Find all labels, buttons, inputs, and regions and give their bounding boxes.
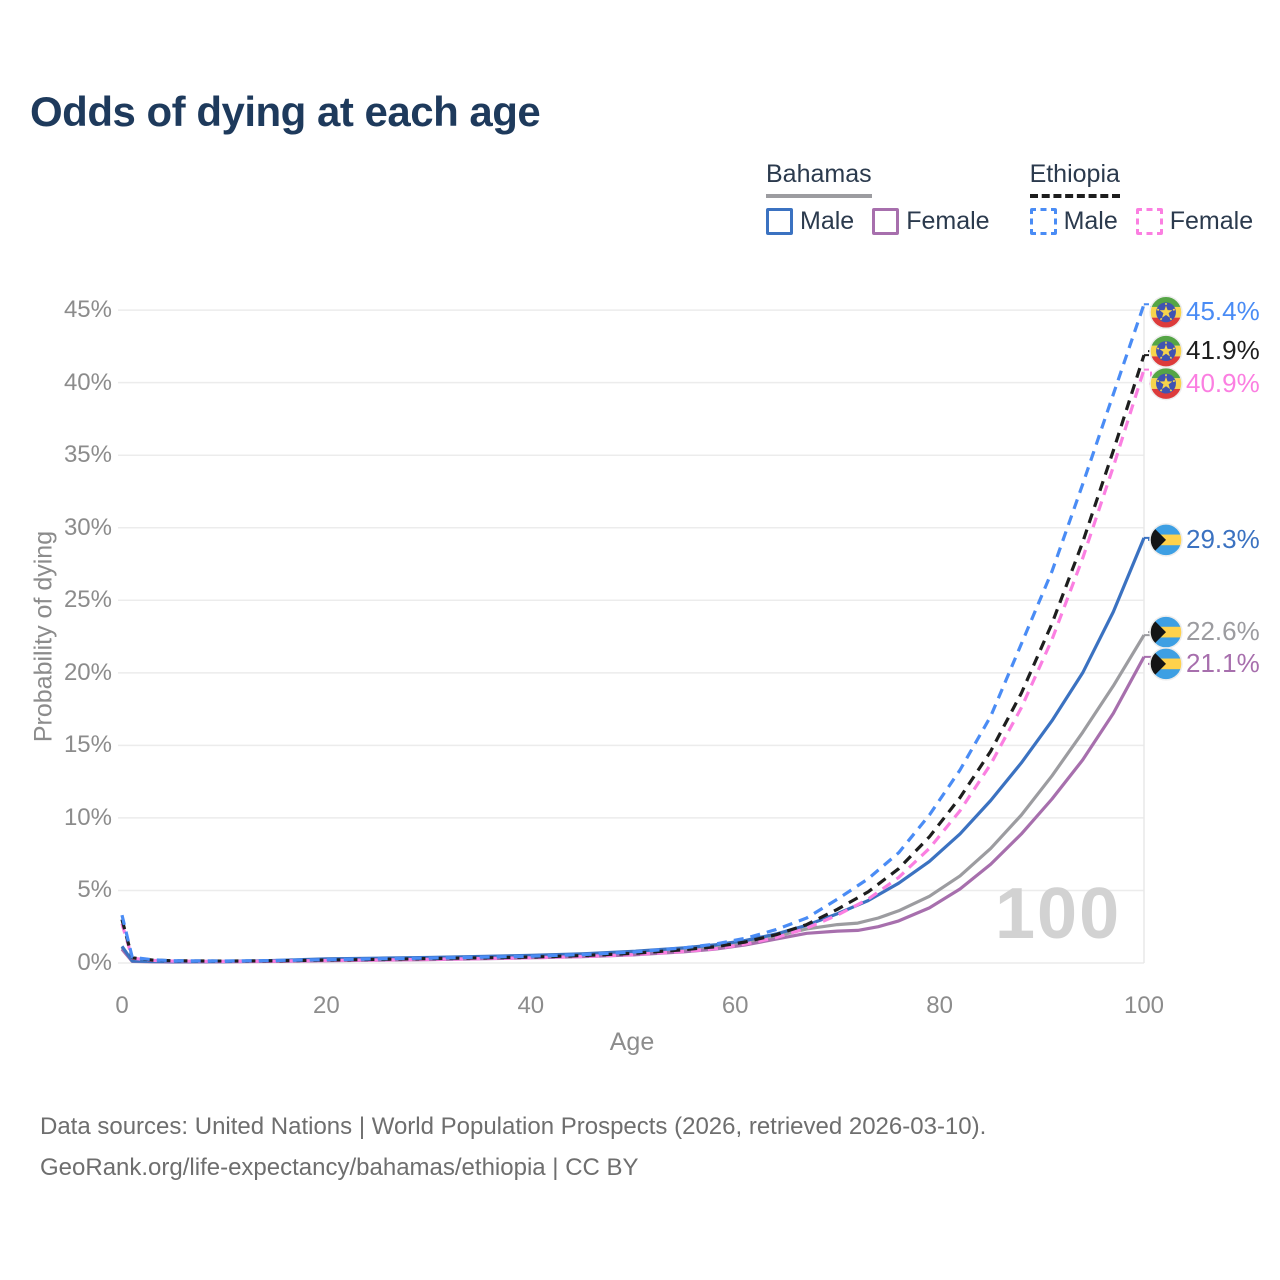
legend-item-label: Male [1063, 207, 1118, 235]
end-value-label-ethiopia-total: 41.9% [1186, 335, 1260, 366]
legend-swatch-female-icon [872, 208, 900, 235]
leader-lines [1144, 303, 1152, 665]
x-tick-label: 100 [1123, 992, 1165, 1019]
y-tick-label: 45% [63, 296, 112, 324]
y-tick-label: 40% [63, 368, 112, 396]
series-line-ethiopia-female[interactable] [120, 369, 1146, 963]
x-tick-label: 80 [926, 992, 953, 1019]
legend-item-ethiopia-female[interactable]: Female [1135, 207, 1254, 236]
bahamas-flag-icon [1149, 523, 1183, 557]
end-value-label-ethiopia-male: 45.4% [1186, 296, 1260, 327]
y-tick-label: 25% [63, 586, 112, 614]
bahamas-flag-icon [1149, 615, 1183, 649]
x-tick-label: 60 [721, 992, 749, 1019]
series-lines [120, 303, 1146, 964]
legend-swatch-female-icon [1135, 208, 1163, 235]
legend-swatch-male-icon [766, 208, 793, 235]
legend-item-ethiopia-male[interactable]: Male [1029, 207, 1118, 236]
legend-item-bahamas-male[interactable]: Male [766, 207, 854, 236]
x-tick-label: 40 [517, 992, 545, 1019]
end-value-label-ethiopia-female: 40.9% [1186, 367, 1260, 398]
x-tick-label: 0 [115, 992, 129, 1019]
chart-title: Odds of dying at each age [30, 88, 541, 135]
y-tick-label: 20% [63, 658, 112, 686]
x-tick-label: 20 [313, 992, 340, 1019]
y-tick-label: 35% [63, 441, 112, 469]
y-tick-label: 5% [77, 876, 112, 904]
ethiopia-flag-icon [1149, 334, 1183, 368]
footer-sources: Data sources: United Nations | World Pop… [40, 1113, 987, 1140]
ethiopia-flag-icon [1149, 366, 1183, 401]
x-axis-title: Age [609, 1028, 655, 1056]
legend-item-label: Female [1169, 207, 1254, 235]
end-value-label-bahamas-male: 29.3% [1186, 523, 1260, 554]
legend-swatch-male-icon [1029, 208, 1057, 235]
bahamas-flag-icon [1149, 647, 1183, 681]
footer-url: GeoRank.org/life-expectancy/bahamas/ethi… [40, 1154, 639, 1181]
age-watermark: 100 [995, 874, 1122, 954]
y-axis-title: Probability of dying [29, 530, 58, 743]
legend: Bahamas Male Female Ethiopia Male Female [766, 160, 1253, 236]
legend-country-bahamas[interactable]: Bahamas [766, 160, 872, 198]
legend-items: Male Female [766, 207, 990, 236]
y-tick-label: 15% [63, 731, 112, 759]
legend-country-ethiopia[interactable]: Ethiopia [1029, 160, 1120, 198]
legend-items: Male Female [1029, 207, 1254, 236]
y-tick-label: 10% [63, 803, 112, 831]
series-line-ethiopia-total[interactable] [120, 354, 1146, 963]
legend-item-bahamas-female[interactable]: Female [872, 207, 990, 236]
y-tick-label: 0% [77, 949, 112, 976]
legend-group-ethiopia: Ethiopia Male Female [1029, 160, 1254, 236]
series-line-ethiopia-male[interactable] [120, 303, 1146, 963]
footer: Data sources: United Nations | World Pop… [40, 1106, 986, 1188]
series-line-bahamas-female[interactable] [120, 656, 1146, 964]
legend-item-label: Male [800, 207, 855, 235]
gridlines [118, 303, 1145, 964]
end-value-label-bahamas-female: 21.1% [1186, 647, 1260, 678]
flag-markers [1149, 295, 1183, 681]
legend-group-bahamas: Bahamas Male Female [766, 160, 990, 236]
legend-item-label: Female [906, 207, 990, 235]
ethiopia-flag-icon [1149, 295, 1183, 330]
y-tick-label: 30% [63, 513, 112, 541]
end-value-label-bahamas-total: 22.6% [1186, 616, 1260, 647]
